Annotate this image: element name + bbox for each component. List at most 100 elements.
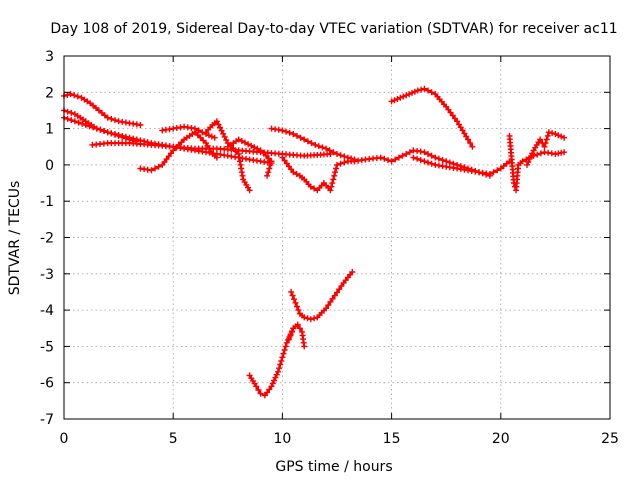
data-point	[223, 137, 230, 143]
data-point	[246, 187, 253, 194]
data-point	[248, 142, 255, 149]
data-point	[411, 88, 418, 95]
data-point	[337, 160, 344, 167]
data-point	[218, 127, 225, 134]
data-point	[68, 109, 75, 116]
series-arc-2	[61, 91, 144, 128]
series-arc-8	[224, 136, 275, 179]
y-tick-label: -4	[40, 303, 54, 319]
data-point	[333, 165, 340, 172]
data-point	[304, 315, 311, 322]
data-point	[483, 171, 490, 178]
series-arc-12	[388, 85, 476, 150]
data-point	[67, 91, 74, 98]
data-point	[74, 93, 81, 100]
data-point	[213, 118, 220, 125]
data-point	[432, 154, 439, 161]
data-point	[301, 314, 308, 321]
data-point	[425, 151, 431, 157]
series-arc-9	[268, 125, 358, 163]
data-point	[215, 121, 222, 128]
series-arc-17	[288, 269, 356, 323]
data-point	[268, 158, 275, 165]
data-point	[490, 169, 497, 176]
data-point	[319, 144, 326, 151]
data-point	[235, 136, 242, 143]
data-point	[86, 123, 93, 130]
chart-title: Day 108 of 2019, Sidereal Day-to-day VTE…	[50, 21, 617, 37]
data-point	[97, 126, 104, 133]
series-arc-6	[159, 123, 218, 141]
data-point	[93, 125, 100, 132]
data-point	[479, 170, 486, 177]
data-point	[266, 165, 273, 172]
data-point	[71, 118, 78, 125]
data-point	[400, 93, 407, 100]
data-point	[308, 140, 315, 147]
data-point	[119, 134, 126, 141]
data-point	[152, 165, 158, 172]
data-point	[555, 132, 562, 139]
data-point	[304, 138, 311, 145]
data-point	[112, 131, 118, 138]
data-point	[331, 172, 338, 179]
y-tick-label: -3	[40, 267, 54, 283]
data-point	[328, 183, 335, 190]
data-point	[410, 154, 417, 161]
data-point	[312, 141, 319, 148]
data-point	[195, 127, 202, 134]
data-point	[307, 183, 314, 190]
data-point	[281, 347, 288, 353]
data-point	[217, 124, 223, 131]
data-point	[311, 185, 318, 192]
data-point	[332, 169, 339, 176]
data-point	[399, 152, 406, 159]
data-point	[428, 89, 435, 96]
data-point	[403, 92, 410, 99]
data-point	[325, 302, 332, 309]
data-point	[561, 149, 568, 156]
y-axis-title: SDTVAR / TECUs	[7, 181, 23, 296]
data-point	[288, 288, 295, 295]
data-point	[323, 145, 330, 152]
data-point	[327, 187, 334, 194]
data-point	[336, 286, 343, 293]
data-point	[205, 132, 212, 139]
data-point	[428, 152, 435, 159]
data-point	[421, 158, 428, 165]
data-point	[329, 180, 336, 187]
data-point	[301, 136, 308, 143]
data-point	[290, 169, 297, 176]
series-layer	[61, 85, 568, 399]
data-point	[137, 122, 144, 128]
data-point	[541, 143, 548, 150]
data-point	[286, 129, 293, 136]
data-point	[211, 134, 218, 141]
data-point	[64, 115, 71, 122]
series-arc-4	[89, 140, 334, 159]
y-tick-label: -1	[40, 194, 54, 210]
y-tick-label: 2	[45, 85, 54, 101]
data-point	[297, 134, 304, 141]
data-point	[200, 137, 207, 144]
x-tick-label: 0	[60, 431, 69, 447]
y-tick-label: -6	[40, 376, 54, 392]
data-point	[406, 149, 413, 156]
data-point	[294, 303, 300, 310]
data-point	[418, 86, 425, 93]
data-point	[461, 130, 468, 137]
data-point	[397, 94, 404, 101]
data-point	[323, 305, 330, 312]
x-tick-label: 5	[169, 431, 178, 447]
data-point	[275, 368, 281, 375]
data-point	[68, 117, 75, 124]
data-point	[192, 125, 198, 132]
data-point	[467, 140, 474, 147]
data-point	[388, 158, 395, 165]
data-point	[290, 131, 297, 137]
data-point	[558, 133, 565, 140]
data-point	[295, 307, 302, 314]
data-point	[172, 144, 179, 151]
series-arc-16	[246, 325, 297, 399]
